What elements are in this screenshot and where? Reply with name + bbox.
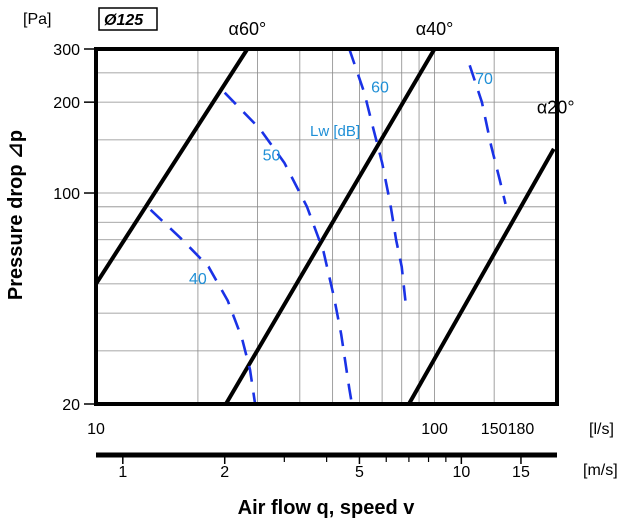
sound-level-curve bbox=[468, 64, 507, 205]
grid-lines bbox=[96, 49, 557, 404]
angle-line bbox=[94, 47, 250, 285]
speed-tick-label: 1 bbox=[118, 464, 127, 481]
angle-line bbox=[407, 147, 556, 405]
unit-ms-label: [m/s] bbox=[583, 462, 618, 479]
speed-tick-label: 5 bbox=[355, 464, 364, 481]
size-label-box bbox=[98, 7, 158, 31]
y-tick-label: 200 bbox=[53, 95, 80, 112]
y-tick-label: 300 bbox=[53, 42, 80, 59]
y-tick-label: 20 bbox=[62, 397, 80, 414]
curve-label: 50 bbox=[263, 148, 281, 165]
curve-label: 60 bbox=[371, 80, 389, 97]
unit-ls-label: [l/s] bbox=[589, 421, 614, 438]
sound-level-curve bbox=[149, 208, 257, 405]
x-tick-label: 10 bbox=[87, 421, 105, 438]
lw-label: Lw [dB] bbox=[310, 123, 360, 140]
speed-tick-label: 2 bbox=[220, 464, 229, 481]
angle-label: α60° bbox=[229, 19, 267, 39]
angle-line bbox=[224, 47, 437, 406]
size-label: Ø125 bbox=[104, 12, 144, 29]
sound-level-curve bbox=[348, 48, 407, 301]
speed-axis-ticks: 1 2 5 10 15 bbox=[118, 457, 530, 481]
plot-frame bbox=[94, 47, 559, 406]
x-tick-label: 180 bbox=[508, 421, 535, 438]
y-axis-title: Pressure drop ⊿p bbox=[5, 130, 27, 300]
curve-label: 40 bbox=[189, 271, 207, 288]
x-tick-label: 150 bbox=[481, 421, 508, 438]
series-lines bbox=[94, 47, 556, 406]
speed-tick-label: 10 bbox=[452, 464, 470, 481]
angle-label: α40° bbox=[416, 19, 454, 39]
unit-pa-label: [Pa] bbox=[23, 11, 51, 28]
sound-level-curve bbox=[223, 91, 354, 405]
y-tick-label: 100 bbox=[53, 186, 80, 203]
curve-label: 70 bbox=[475, 71, 493, 88]
chart-labels: 10 100 150 180 20 100 200 300 40 50 60 70 α60° α40° α2… bbox=[53, 19, 574, 438]
x-tick-label: 100 bbox=[421, 421, 448, 438]
angle-label: α20° bbox=[537, 97, 575, 117]
x-axis-title: Air flow q, speed v bbox=[238, 497, 416, 519]
speed-tick-label: 15 bbox=[512, 464, 530, 481]
